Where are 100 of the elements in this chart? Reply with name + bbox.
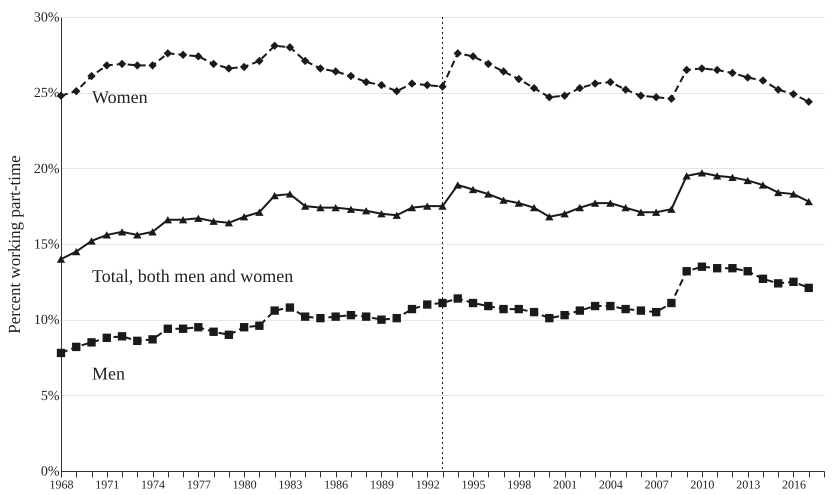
point	[408, 304, 416, 314]
point	[484, 302, 492, 310]
series-label: Women	[92, 86, 148, 107]
point	[178, 216, 188, 224]
point	[316, 64, 325, 73]
point	[346, 206, 356, 213]
point	[667, 298, 676, 308]
point	[636, 92, 646, 100]
point	[164, 216, 172, 224]
point	[454, 294, 462, 303]
point	[590, 302, 600, 310]
point	[636, 306, 646, 315]
point	[148, 335, 157, 344]
point	[362, 78, 370, 86]
point	[682, 66, 691, 74]
y-tick-label: 10%	[34, 313, 60, 328]
point	[728, 174, 737, 182]
point	[102, 334, 111, 342]
point	[621, 204, 630, 212]
point	[87, 338, 96, 347]
point	[286, 43, 294, 52]
x-tick-label: 1968	[50, 478, 74, 492]
point	[87, 237, 96, 245]
y-tick-label: 0%	[40, 464, 60, 480]
point	[530, 204, 538, 212]
x-tick-label: 1992	[416, 478, 440, 492]
point	[118, 228, 126, 236]
point	[270, 42, 279, 50]
x-tick-label: 1983	[278, 478, 302, 492]
point	[484, 60, 492, 68]
y-tick-label: 15%	[34, 238, 60, 252]
point	[255, 208, 264, 216]
point	[316, 204, 325, 212]
point	[87, 72, 96, 80]
x-tick-label: 1977	[186, 478, 211, 492]
point	[744, 267, 752, 276]
point	[545, 93, 554, 102]
point	[178, 324, 188, 333]
point	[194, 52, 203, 61]
point	[392, 314, 401, 322]
point	[438, 82, 447, 91]
point	[438, 202, 447, 210]
point	[362, 207, 370, 214]
point	[712, 66, 722, 74]
x-tick-label: 1980	[232, 478, 257, 492]
point	[148, 228, 157, 236]
point	[194, 214, 203, 222]
point	[331, 67, 340, 76]
point	[698, 169, 706, 176]
point	[102, 231, 111, 239]
point	[316, 314, 325, 322]
point	[530, 308, 538, 316]
point	[606, 200, 615, 207]
point	[682, 267, 691, 276]
point	[621, 85, 630, 94]
point	[240, 213, 248, 220]
point	[652, 208, 660, 216]
point	[164, 49, 172, 58]
point	[468, 298, 478, 308]
point	[576, 204, 584, 212]
point	[484, 190, 492, 198]
point	[392, 86, 401, 96]
point	[72, 86, 80, 96]
point	[545, 213, 554, 220]
y-tick-label: 30%	[34, 10, 60, 26]
point	[209, 328, 218, 336]
point	[468, 52, 478, 61]
point	[728, 264, 737, 272]
x-tick-label: 1974	[141, 478, 166, 492]
x-tick-label: 1971	[95, 478, 120, 492]
point	[530, 84, 538, 92]
point	[255, 56, 264, 66]
point	[621, 304, 630, 314]
point	[224, 64, 234, 73]
point	[346, 310, 356, 320]
series-label: Total, both men and women	[92, 266, 294, 286]
point	[514, 74, 523, 84]
point	[804, 284, 813, 292]
point	[499, 196, 508, 204]
point	[133, 231, 142, 239]
point	[118, 60, 126, 68]
x-tick-label: 1986	[324, 478, 348, 492]
point	[499, 304, 508, 314]
point	[392, 212, 401, 219]
point	[636, 208, 646, 216]
point	[606, 78, 615, 86]
point	[377, 80, 386, 90]
point	[178, 50, 188, 60]
point	[377, 210, 386, 218]
point	[590, 79, 600, 88]
point	[286, 303, 294, 312]
point	[560, 92, 569, 100]
point	[758, 181, 768, 189]
point	[194, 323, 203, 332]
point	[423, 202, 432, 210]
point	[606, 302, 615, 310]
x-tick-label: 1998	[507, 478, 532, 492]
point	[148, 61, 157, 70]
point	[423, 300, 432, 309]
point	[758, 76, 768, 85]
